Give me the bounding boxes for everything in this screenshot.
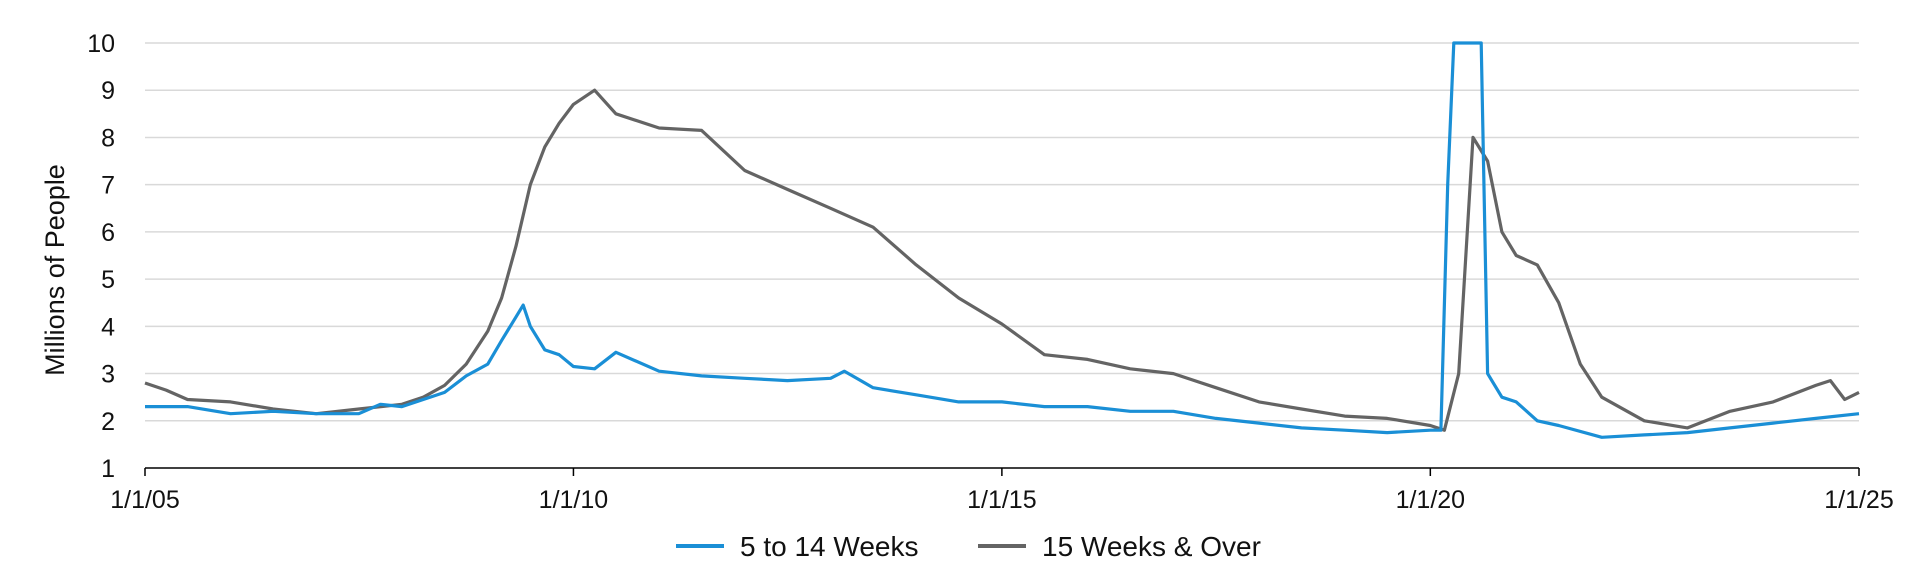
x-axis-ticks: 1/1/05 1/1/10 1/1/15 1/1/20 1/1/25 xyxy=(110,468,1894,514)
series-line-15-weeks-over xyxy=(144,88,1860,432)
legend-label: 15 Weeks & Over xyxy=(1042,531,1261,562)
series-lines xyxy=(144,41,1860,439)
y-tick-label: 3 xyxy=(101,361,115,389)
y-tick-label: 2 xyxy=(101,408,115,436)
y-tick-label: 1 xyxy=(101,455,115,483)
x-tick-label: 1/1/05 xyxy=(110,486,180,514)
x-tick-label: 1/1/10 xyxy=(539,486,609,514)
legend: 5 to 14 Weeks 15 Weeks & Over xyxy=(676,531,1261,562)
y-axis-ticks: 1 2 3 4 5 6 7 8 9 10 xyxy=(87,30,115,483)
y-tick-label: 4 xyxy=(101,313,115,341)
legend-label: 5 to 14 Weeks xyxy=(740,531,918,562)
series-line-5-to-14-weeks xyxy=(145,41,1860,439)
y-tick-label: 10 xyxy=(87,30,115,58)
x-tick-label: 1/1/25 xyxy=(1824,486,1894,514)
y-tick-label: 7 xyxy=(101,172,115,200)
y-axis-title: Millions of People xyxy=(40,164,70,376)
gridlines xyxy=(145,42,1859,422)
x-tick-label: 1/1/15 xyxy=(967,486,1037,514)
x-tick-label: 1/1/20 xyxy=(1396,486,1466,514)
y-tick-label: 9 xyxy=(101,77,115,105)
y-tick-label: 8 xyxy=(101,124,115,152)
y-tick-label: 5 xyxy=(101,266,115,294)
y-tick-label: 6 xyxy=(101,219,115,247)
